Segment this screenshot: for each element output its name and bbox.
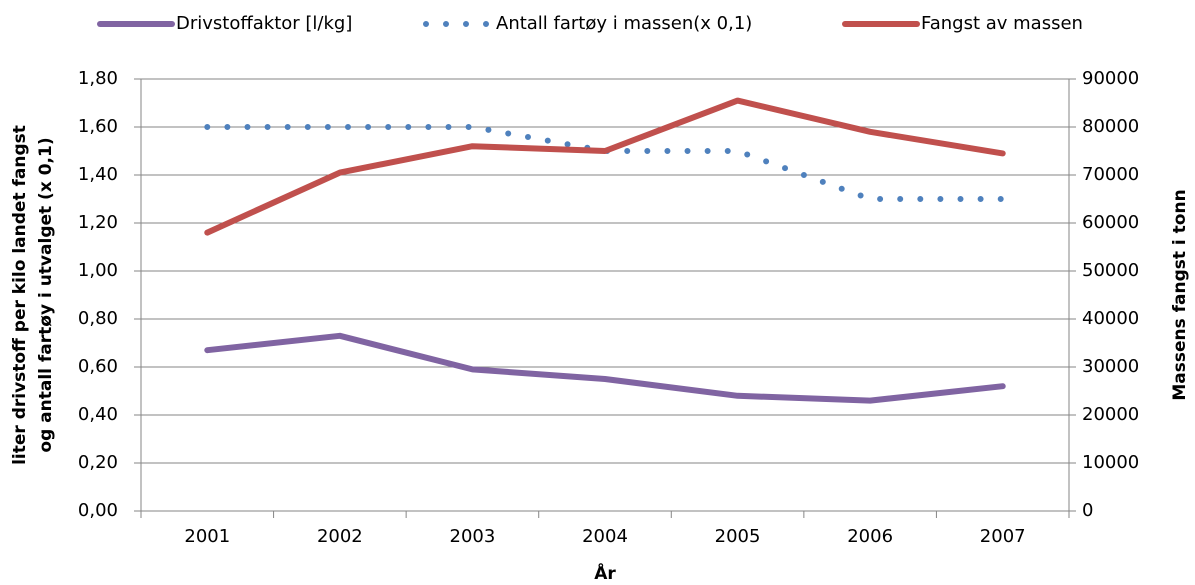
- x-tick-label: 2001: [184, 526, 230, 547]
- x-tick-label: 2005: [715, 526, 761, 547]
- series-line: [204, 97, 1006, 236]
- y-tick-label: 1,00: [78, 260, 118, 281]
- x-tick-label: 2002: [317, 526, 363, 547]
- y-tick-label: 1,20: [78, 212, 118, 233]
- y-tick-label: 0,00: [78, 500, 118, 521]
- y2-tick-label: 60000: [1082, 212, 1139, 233]
- legend-label: Fangst av massen: [921, 13, 1083, 34]
- y2-tick-label: 90000: [1082, 68, 1139, 89]
- y-tick-label: 0,60: [78, 356, 118, 377]
- y2-tick-label: 40000: [1082, 308, 1139, 329]
- y2-tick-label: 30000: [1082, 356, 1139, 377]
- series-line: [204, 332, 1006, 404]
- y2-tick-label: 10000: [1082, 452, 1139, 473]
- y-tick-label: 1,60: [78, 116, 118, 137]
- y2-tick-label: 0: [1082, 500, 1093, 521]
- legend-label: Drivstoffaktor [l/kg]: [176, 13, 352, 34]
- y2-tick-label: 20000: [1082, 404, 1139, 425]
- x-tick-label: 2003: [450, 526, 496, 547]
- y-tick-label: 0,20: [78, 452, 118, 473]
- y2-tick-label: 50000: [1082, 260, 1139, 281]
- y2-axis-title: Massens fangst i tonn: [1170, 189, 1190, 400]
- legend-label: Antall fartøy i massen(x 0,1): [496, 13, 752, 34]
- y-axis-title: liter drivstoff per kilo landet fangst: [10, 125, 30, 465]
- y2-tick-label: 80000: [1082, 116, 1139, 137]
- y2-tick-label: 70000: [1082, 164, 1139, 185]
- series-line: [204, 124, 1006, 202]
- x-tick-label: 2004: [582, 526, 628, 547]
- x-tick-label: 2007: [980, 526, 1026, 547]
- x-tick-label: 2006: [847, 526, 893, 547]
- y-tick-label: 1,40: [78, 164, 118, 185]
- y-tick-label: 1,80: [78, 68, 118, 89]
- y-tick-label: 0,40: [78, 404, 118, 425]
- y-axis-title: og antall fartøy i utvalget (x 0,1): [36, 137, 56, 452]
- y-tick-label: 0,80: [78, 308, 118, 329]
- x-axis-title: År: [594, 561, 616, 584]
